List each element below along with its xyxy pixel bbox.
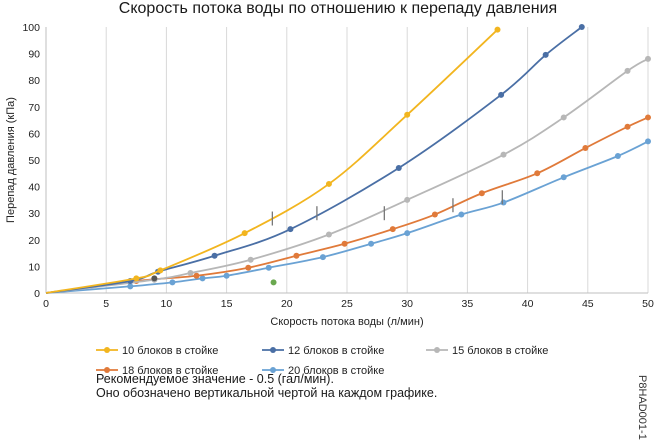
data-point [560, 174, 567, 181]
legend-label: 18 блоков в стойке [122, 365, 218, 377]
recommendation-note-detail: Оно обозначено вертикальной чертой на ка… [96, 386, 438, 400]
data-point [325, 180, 332, 187]
data-point [645, 138, 651, 145]
data-point [127, 283, 134, 290]
data-point [199, 275, 206, 282]
series-line [46, 26, 583, 294]
data-point [133, 275, 140, 282]
data-point [582, 145, 589, 152]
legend-swatch-marker [270, 347, 276, 353]
series-line [46, 58, 649, 294]
data-point [498, 91, 505, 98]
data-point [211, 252, 218, 259]
x-tick-label: 30 [401, 298, 413, 310]
legend-swatch-marker [104, 367, 110, 373]
x-tick-label: 45 [582, 298, 594, 310]
data-point [404, 111, 411, 118]
data-point [624, 123, 631, 130]
data-point [534, 170, 541, 177]
y-tick-label: 0 [34, 288, 40, 300]
data-point [287, 226, 294, 233]
legend-swatch-marker [270, 367, 276, 373]
x-tick-label: 35 [462, 298, 474, 310]
data-point [645, 55, 651, 62]
data-point [319, 254, 326, 261]
y-axis-title: Перепад давления (кПа) [5, 97, 17, 223]
x-tick-label: 10 [161, 298, 173, 310]
y-tick-label: 10 [28, 261, 40, 273]
y-tick-label: 20 [28, 235, 40, 247]
data-point [157, 267, 164, 274]
recommendation-note: Рекомендуемое значение - 0.5 (гал/мин). [96, 372, 334, 386]
data-point [187, 270, 194, 277]
data-point [169, 279, 176, 286]
data-point [265, 264, 272, 271]
x-tick-label: 50 [642, 298, 654, 310]
y-tick-label: 40 [28, 182, 40, 194]
y-tick-label: 100 [22, 22, 40, 34]
data-point [478, 190, 485, 197]
axes: 0 5 10 15 20 25 30 35 40 45 50 0 10 20 30 40 50 60 70 80 90 1… [5, 22, 654, 328]
figure-id: P8HAD001-1 [636, 375, 648, 440]
legend-label: 10 блоков в стойке [122, 345, 218, 357]
y-tick-label: 50 [28, 155, 40, 167]
chart: 0 5 10 15 20 25 30 35 40 45 50 0 10 20 30 40 50 60 70 80 90 1… [5, 22, 654, 377]
data-point [395, 164, 402, 171]
data-point [241, 230, 248, 237]
x-tick-label: 25 [341, 298, 353, 310]
data-point [404, 196, 411, 203]
data-point [247, 256, 254, 263]
data-point [500, 151, 507, 158]
data-point [293, 252, 300, 259]
y-tick-label: 30 [28, 208, 40, 220]
data-point [389, 226, 396, 233]
data-point [542, 51, 549, 58]
legend-label: 12 блоков в стойке [288, 345, 384, 357]
data-point [368, 240, 375, 247]
legend: 10 блоков в стойке 12 блоков в стойке 15 б… [96, 345, 548, 377]
legend-swatch-marker [434, 347, 440, 353]
data-point [245, 264, 252, 271]
data-point [614, 153, 621, 160]
legend-label: 15 блоков в стойке [452, 345, 548, 357]
data-point [500, 199, 507, 206]
data-point [223, 272, 230, 279]
x-axis-title: Скорость потока воды (л/мин) [270, 316, 423, 328]
y-tick-label: 70 [28, 102, 40, 114]
series-layer [46, 24, 651, 294]
extra-point [270, 279, 277, 286]
data-point [193, 272, 200, 279]
data-point [494, 26, 501, 33]
x-tick-label: 5 [103, 298, 109, 310]
x-tick-label: 40 [522, 298, 534, 310]
data-point [404, 230, 411, 237]
data-point [325, 231, 332, 238]
data-point [645, 114, 651, 121]
x-tick-label: 15 [221, 298, 233, 310]
data-point [578, 24, 585, 30]
data-point [341, 240, 348, 247]
data-point [458, 211, 465, 218]
extra-point [151, 275, 158, 282]
y-tick-label: 60 [28, 128, 40, 140]
y-tick-label: 80 [28, 75, 40, 87]
x-tick-label: 20 [281, 298, 293, 310]
grid [105, 27, 649, 293]
data-point [431, 211, 438, 218]
legend-label: 20 блоков в стойке [288, 365, 384, 377]
legend-swatch-marker [104, 347, 110, 353]
data-point [624, 67, 631, 74]
chart-title: Скорость потока воды по отношению к пере… [118, 0, 558, 17]
y-tick-label: 90 [28, 49, 40, 61]
x-tick-label: 0 [43, 298, 49, 310]
data-point [560, 114, 567, 121]
